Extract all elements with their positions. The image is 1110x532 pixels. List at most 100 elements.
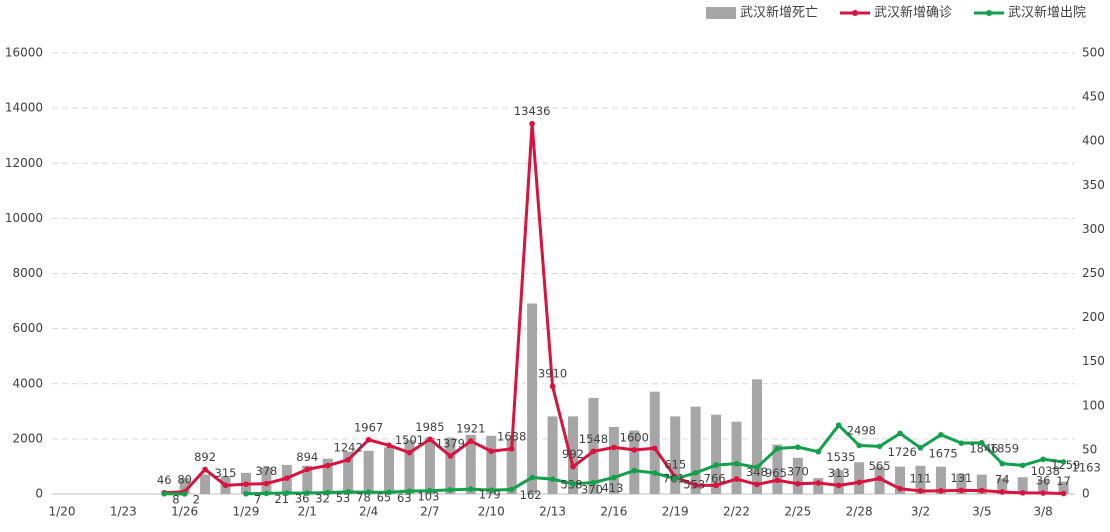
bar bbox=[711, 414, 722, 494]
y2-tick-label: 150 bbox=[1082, 354, 1105, 368]
point bbox=[447, 453, 454, 459]
bar bbox=[1058, 481, 1069, 494]
point bbox=[733, 476, 740, 482]
data-label: 894 bbox=[296, 450, 318, 464]
point bbox=[835, 422, 842, 428]
bar bbox=[833, 470, 844, 494]
point bbox=[917, 445, 924, 451]
bar bbox=[384, 447, 395, 494]
point bbox=[631, 467, 638, 474]
x-tick-label: 2/4 bbox=[359, 505, 378, 519]
point bbox=[304, 466, 311, 473]
point bbox=[222, 482, 229, 489]
data-label: 1846 bbox=[969, 442, 998, 456]
bar bbox=[465, 434, 476, 494]
point bbox=[754, 481, 760, 488]
bar bbox=[935, 466, 946, 494]
point bbox=[181, 491, 188, 497]
bar bbox=[404, 440, 415, 494]
point bbox=[897, 485, 903, 492]
point bbox=[243, 491, 249, 497]
point bbox=[508, 446, 515, 452]
bar bbox=[670, 416, 681, 494]
x-tick-label: 2/1 bbox=[298, 505, 317, 519]
point bbox=[365, 436, 372, 443]
bar bbox=[895, 466, 906, 494]
point bbox=[406, 449, 413, 456]
bar bbox=[486, 435, 497, 494]
point bbox=[345, 489, 351, 495]
bar bbox=[649, 391, 660, 494]
point bbox=[876, 475, 883, 482]
point bbox=[713, 482, 719, 489]
y-tick-label: 6000 bbox=[12, 321, 43, 335]
y2-tick-label: 50 bbox=[1082, 442, 1097, 456]
data-label: 1859 bbox=[990, 441, 1019, 455]
point bbox=[1060, 459, 1067, 465]
legend-swatch bbox=[706, 7, 736, 19]
y-tick-label: 0 bbox=[35, 487, 43, 501]
y-tick-label: 4000 bbox=[12, 376, 43, 390]
data-label: 63 bbox=[397, 491, 412, 505]
legend-swatch bbox=[852, 10, 858, 16]
point bbox=[324, 489, 331, 496]
point bbox=[856, 442, 862, 449]
point bbox=[590, 448, 597, 455]
bar bbox=[1017, 477, 1028, 494]
point bbox=[284, 490, 290, 496]
data-label: 413 bbox=[601, 481, 623, 495]
x-tick-label: 2/28 bbox=[846, 505, 873, 519]
point bbox=[999, 489, 1006, 495]
data-label: 32 bbox=[315, 492, 330, 506]
y2-tick-label: 400 bbox=[1082, 134, 1105, 148]
y-tick-label: 2000 bbox=[12, 431, 43, 445]
point bbox=[651, 445, 658, 452]
point bbox=[938, 488, 944, 494]
bar bbox=[1038, 479, 1049, 494]
point bbox=[835, 482, 842, 489]
data-label: 1985 bbox=[415, 420, 444, 434]
bar bbox=[547, 416, 558, 494]
point bbox=[897, 430, 903, 437]
point bbox=[774, 477, 781, 484]
y2-tick-label: 300 bbox=[1082, 222, 1105, 236]
data-label: 111 bbox=[910, 471, 932, 485]
x-tick-label: 2/19 bbox=[662, 505, 689, 519]
y-tick-label: 10000 bbox=[5, 211, 43, 225]
point bbox=[917, 488, 924, 494]
bar bbox=[792, 457, 803, 494]
bar bbox=[608, 426, 619, 494]
data-label: 378 bbox=[255, 464, 277, 478]
point bbox=[202, 466, 208, 473]
bar bbox=[302, 465, 313, 494]
bar bbox=[343, 451, 354, 494]
point bbox=[631, 447, 638, 453]
data-label: 1163 bbox=[1072, 460, 1101, 474]
point bbox=[508, 486, 515, 493]
bar bbox=[915, 465, 926, 494]
data-label: 1038 bbox=[1031, 464, 1060, 478]
point bbox=[672, 475, 678, 482]
point bbox=[1019, 490, 1026, 496]
point bbox=[488, 487, 495, 493]
data-label: 766 bbox=[704, 471, 726, 485]
point bbox=[386, 442, 392, 449]
point bbox=[958, 440, 965, 446]
bar bbox=[568, 416, 578, 494]
point bbox=[386, 489, 392, 496]
point bbox=[979, 439, 985, 446]
x-tick-label: 1/20 bbox=[49, 505, 76, 519]
point bbox=[549, 383, 556, 390]
point bbox=[263, 490, 270, 497]
bar bbox=[731, 421, 742, 494]
legend-label: 武汉新增确诊 bbox=[874, 5, 952, 21]
bar bbox=[200, 474, 211, 494]
data-label: 162 bbox=[520, 488, 542, 502]
x-tick-label: 3/2 bbox=[911, 505, 930, 519]
bar bbox=[956, 473, 967, 494]
point bbox=[590, 479, 597, 486]
data-label: 1967 bbox=[354, 420, 383, 434]
x-tick-label: 1/26 bbox=[171, 505, 198, 519]
point bbox=[324, 462, 331, 469]
